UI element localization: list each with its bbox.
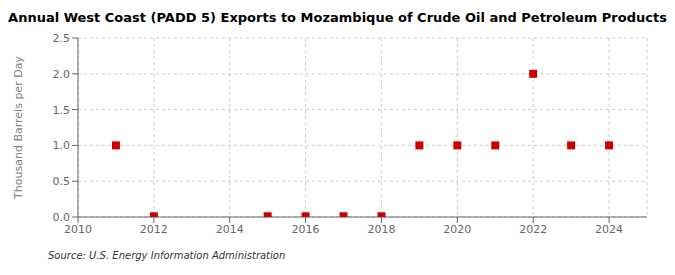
svg-text:2020: 2020	[443, 223, 471, 236]
svg-text:Thousand Barrels per Day: Thousand Barrels per Day	[12, 56, 25, 200]
svg-text:2018: 2018	[367, 223, 395, 236]
svg-text:2016: 2016	[292, 223, 320, 236]
svg-text:2.0: 2.0	[53, 68, 71, 81]
html-text:Annual West Coast (PADD 5) Exp: Annual West Coast (PADD 5) Exports to Mo…	[8, 10, 667, 25]
svg-text:0.5: 0.5	[53, 175, 71, 188]
svg-text:2024: 2024	[595, 223, 623, 236]
svg-text:2022: 2022	[519, 223, 547, 236]
svg-text:2.5: 2.5	[53, 32, 71, 45]
svg-text:2012: 2012	[140, 223, 168, 236]
svg-text:1.0: 1.0	[53, 139, 71, 152]
svg-text:0.0: 0.0	[53, 211, 71, 224]
svg-text:1.5: 1.5	[53, 104, 71, 117]
html-text:Source: U.S. Energy Informatio: Source: U.S. Energy Information Administ…	[48, 250, 286, 261]
svg-text:2010: 2010	[64, 223, 92, 236]
svg-text:2014: 2014	[216, 223, 244, 236]
